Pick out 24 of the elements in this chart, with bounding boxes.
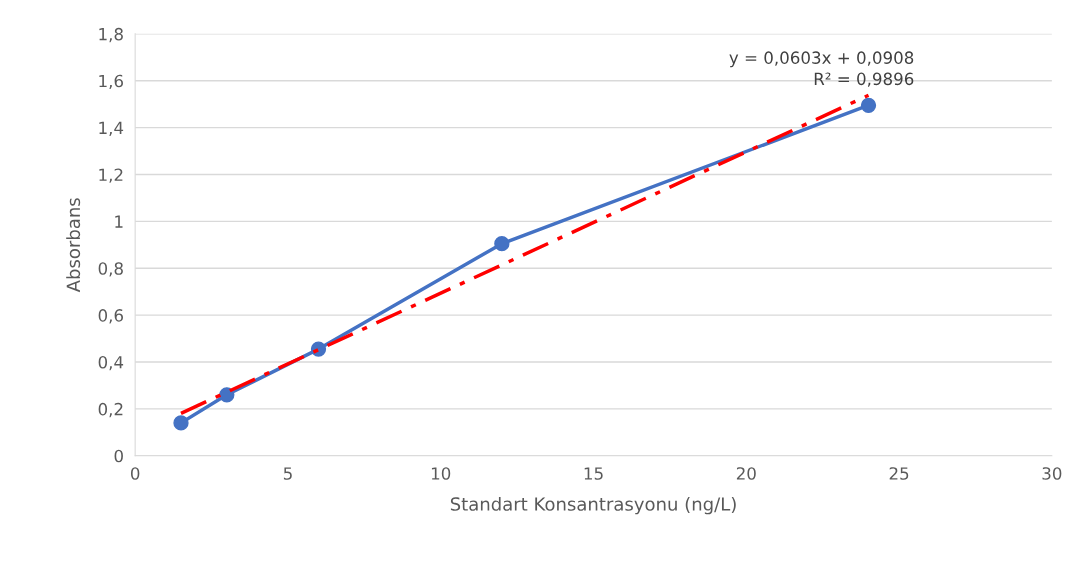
y-tick-label: 1,6 — [99, 74, 123, 90]
x-tick-label: 25 — [889, 467, 909, 480]
x-tick-label: 30 — [1042, 467, 1062, 480]
y-tick-label: 0,6 — [98, 309, 123, 324]
annotation: y = 0,0603x + 0,0908 R² = 0,9896 — [729, 51, 914, 87]
y-tick-label: 1,8 — [99, 27, 123, 43]
point — [219, 387, 235, 403]
x-tick-label: 15 — [584, 467, 603, 480]
y-tick-label: 0 — [114, 449, 123, 463]
x-tick-label: 20 — [736, 467, 756, 480]
y-tick-label: 0,8 — [98, 262, 123, 277]
y-tick-label: 1,4 — [99, 121, 124, 136]
x-tick-label: 0 — [130, 467, 140, 480]
x-tick-label: 10 — [431, 467, 451, 480]
y-axis-title: Absorbans — [66, 198, 81, 293]
point — [860, 97, 877, 113]
y-tick-label: 0,4 — [98, 355, 124, 371]
point — [494, 235, 510, 252]
x-tick-label: 5 — [283, 467, 292, 480]
point — [173, 415, 189, 431]
y-tick-label: 0,2 — [98, 402, 123, 418]
x-axis-title: Standart Konsantrasyonu (ng/L) — [450, 496, 736, 515]
y-tick-label: 1 — [115, 215, 123, 228]
y-tick-label: 1,2 — [99, 168, 123, 183]
